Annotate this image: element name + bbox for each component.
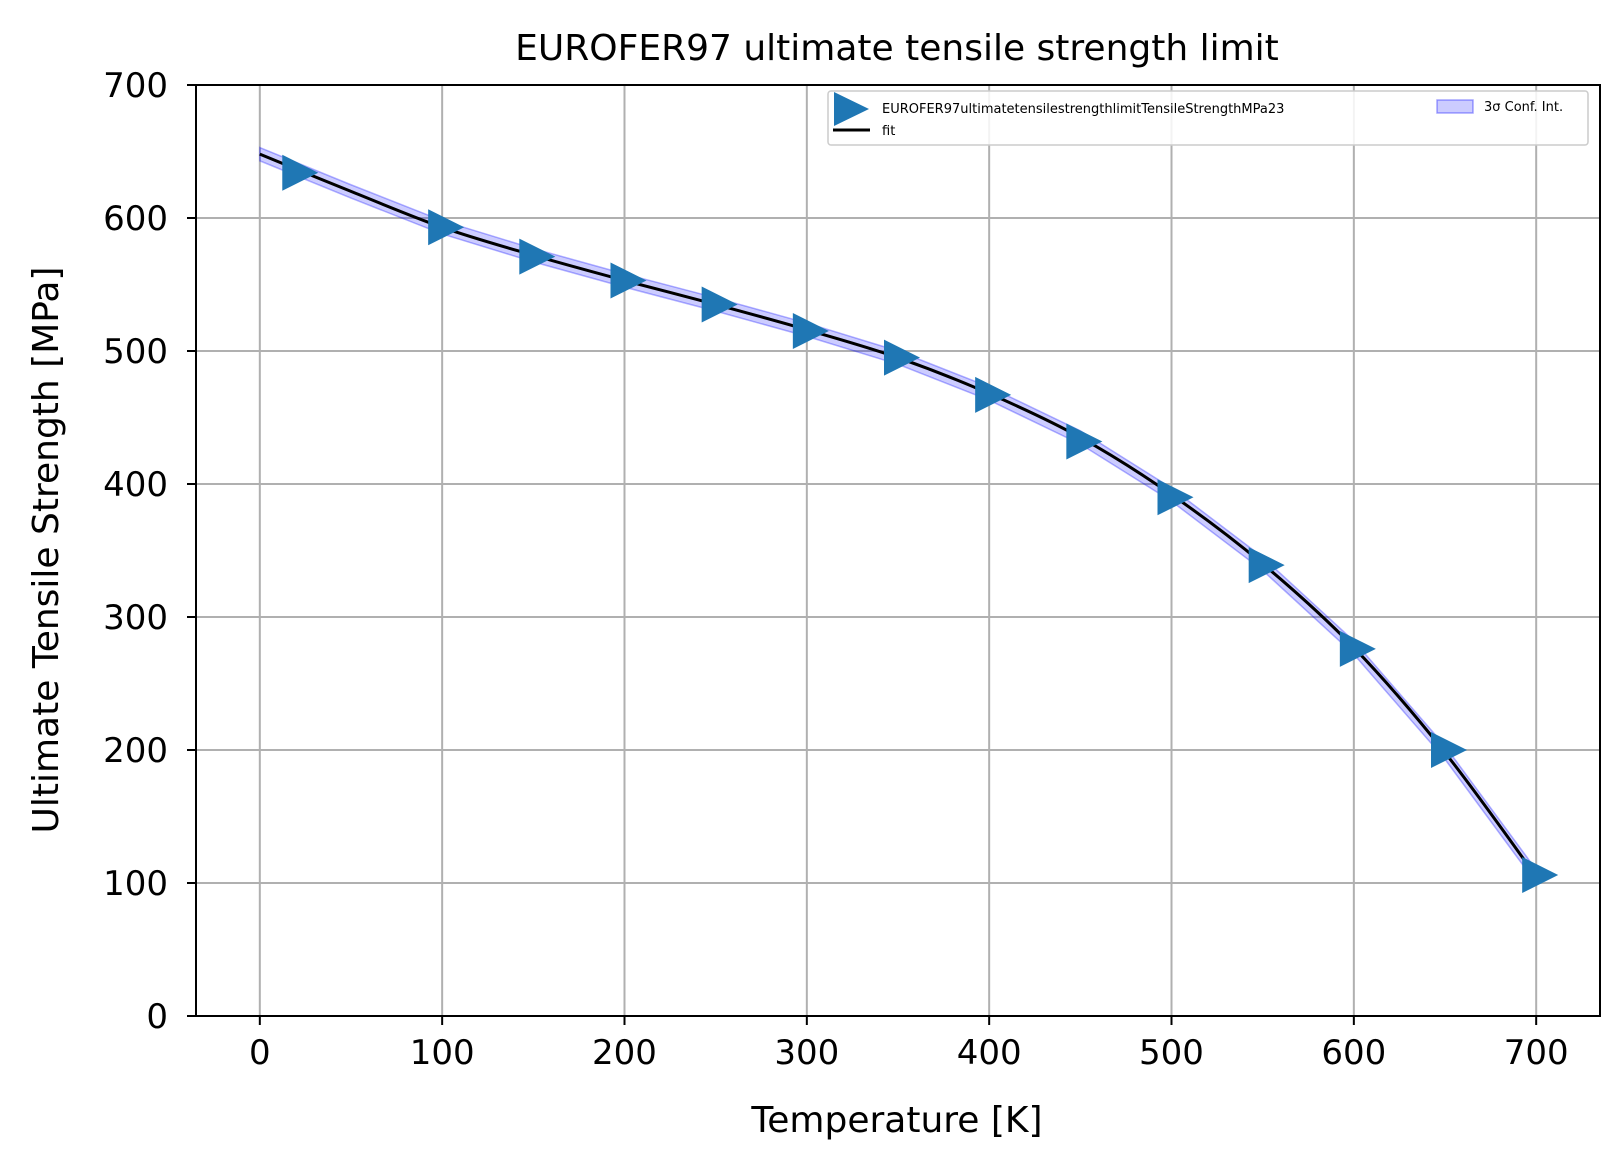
legend: EUROFER97ultimatetensilestrengthlimitTen… — [827, 90, 1589, 146]
data-point — [1522, 857, 1559, 894]
x-tick-label: 100 — [410, 1033, 475, 1073]
y-tick-label: 100 — [103, 864, 168, 904]
data-point — [975, 376, 1012, 413]
data-point — [1066, 423, 1103, 460]
x-tick-label: 400 — [957, 1033, 1022, 1073]
data-point — [1248, 547, 1285, 584]
data-point — [428, 209, 465, 246]
data-point — [884, 339, 920, 376]
y-axis-ticks: 0 100 200 300 400 500 600 700 — [103, 66, 196, 1037]
x-axis-ticks: 0 100 200 300 400 500 600 700 — [249, 1016, 1569, 1073]
data-point — [282, 154, 319, 191]
data-point — [1339, 630, 1376, 667]
y-tick-label: 0 — [146, 997, 168, 1037]
legend-label-band: 3σ Conf. Int. — [1484, 100, 1563, 115]
data-point — [1157, 479, 1194, 516]
legend-marker-scatter — [834, 92, 869, 126]
x-tick-label: 500 — [1139, 1033, 1204, 1073]
y-tick-label: 500 — [103, 332, 168, 372]
x-tick-label: 0 — [249, 1033, 271, 1073]
data-point — [519, 238, 556, 275]
plot-frame — [195, 84, 1601, 1017]
y-tick-label: 400 — [103, 465, 168, 505]
legend-label-fit: fit — [882, 124, 895, 139]
data-point — [1431, 732, 1468, 768]
legend-marker-band — [1436, 99, 1474, 114]
x-tick-label: 600 — [1321, 1033, 1386, 1073]
y-tick-label: 700 — [103, 66, 168, 106]
scatter-points — [282, 154, 1559, 894]
data-point — [701, 286, 738, 323]
y-tick-label: 600 — [103, 199, 168, 239]
y-tick-label: 300 — [103, 598, 168, 638]
x-tick-label: 300 — [774, 1033, 839, 1073]
x-tick-label: 700 — [1504, 1033, 1569, 1073]
x-axis-label: Temperature [K] — [750, 1100, 1042, 1141]
chart-title: EUROFER97 ultimate tensile strength limi… — [515, 28, 1279, 69]
data-point — [792, 313, 829, 350]
x-tick-label: 200 — [592, 1033, 657, 1073]
y-tick-label: 200 — [103, 731, 168, 771]
data-point — [610, 262, 647, 299]
legend-box — [827, 90, 1589, 146]
y-axis-label: Ultimate Tensile Strength [MPa] — [26, 267, 67, 834]
legend-label-scatter: EUROFER97ultimatetensilestrengthlimitTen… — [882, 102, 1284, 117]
